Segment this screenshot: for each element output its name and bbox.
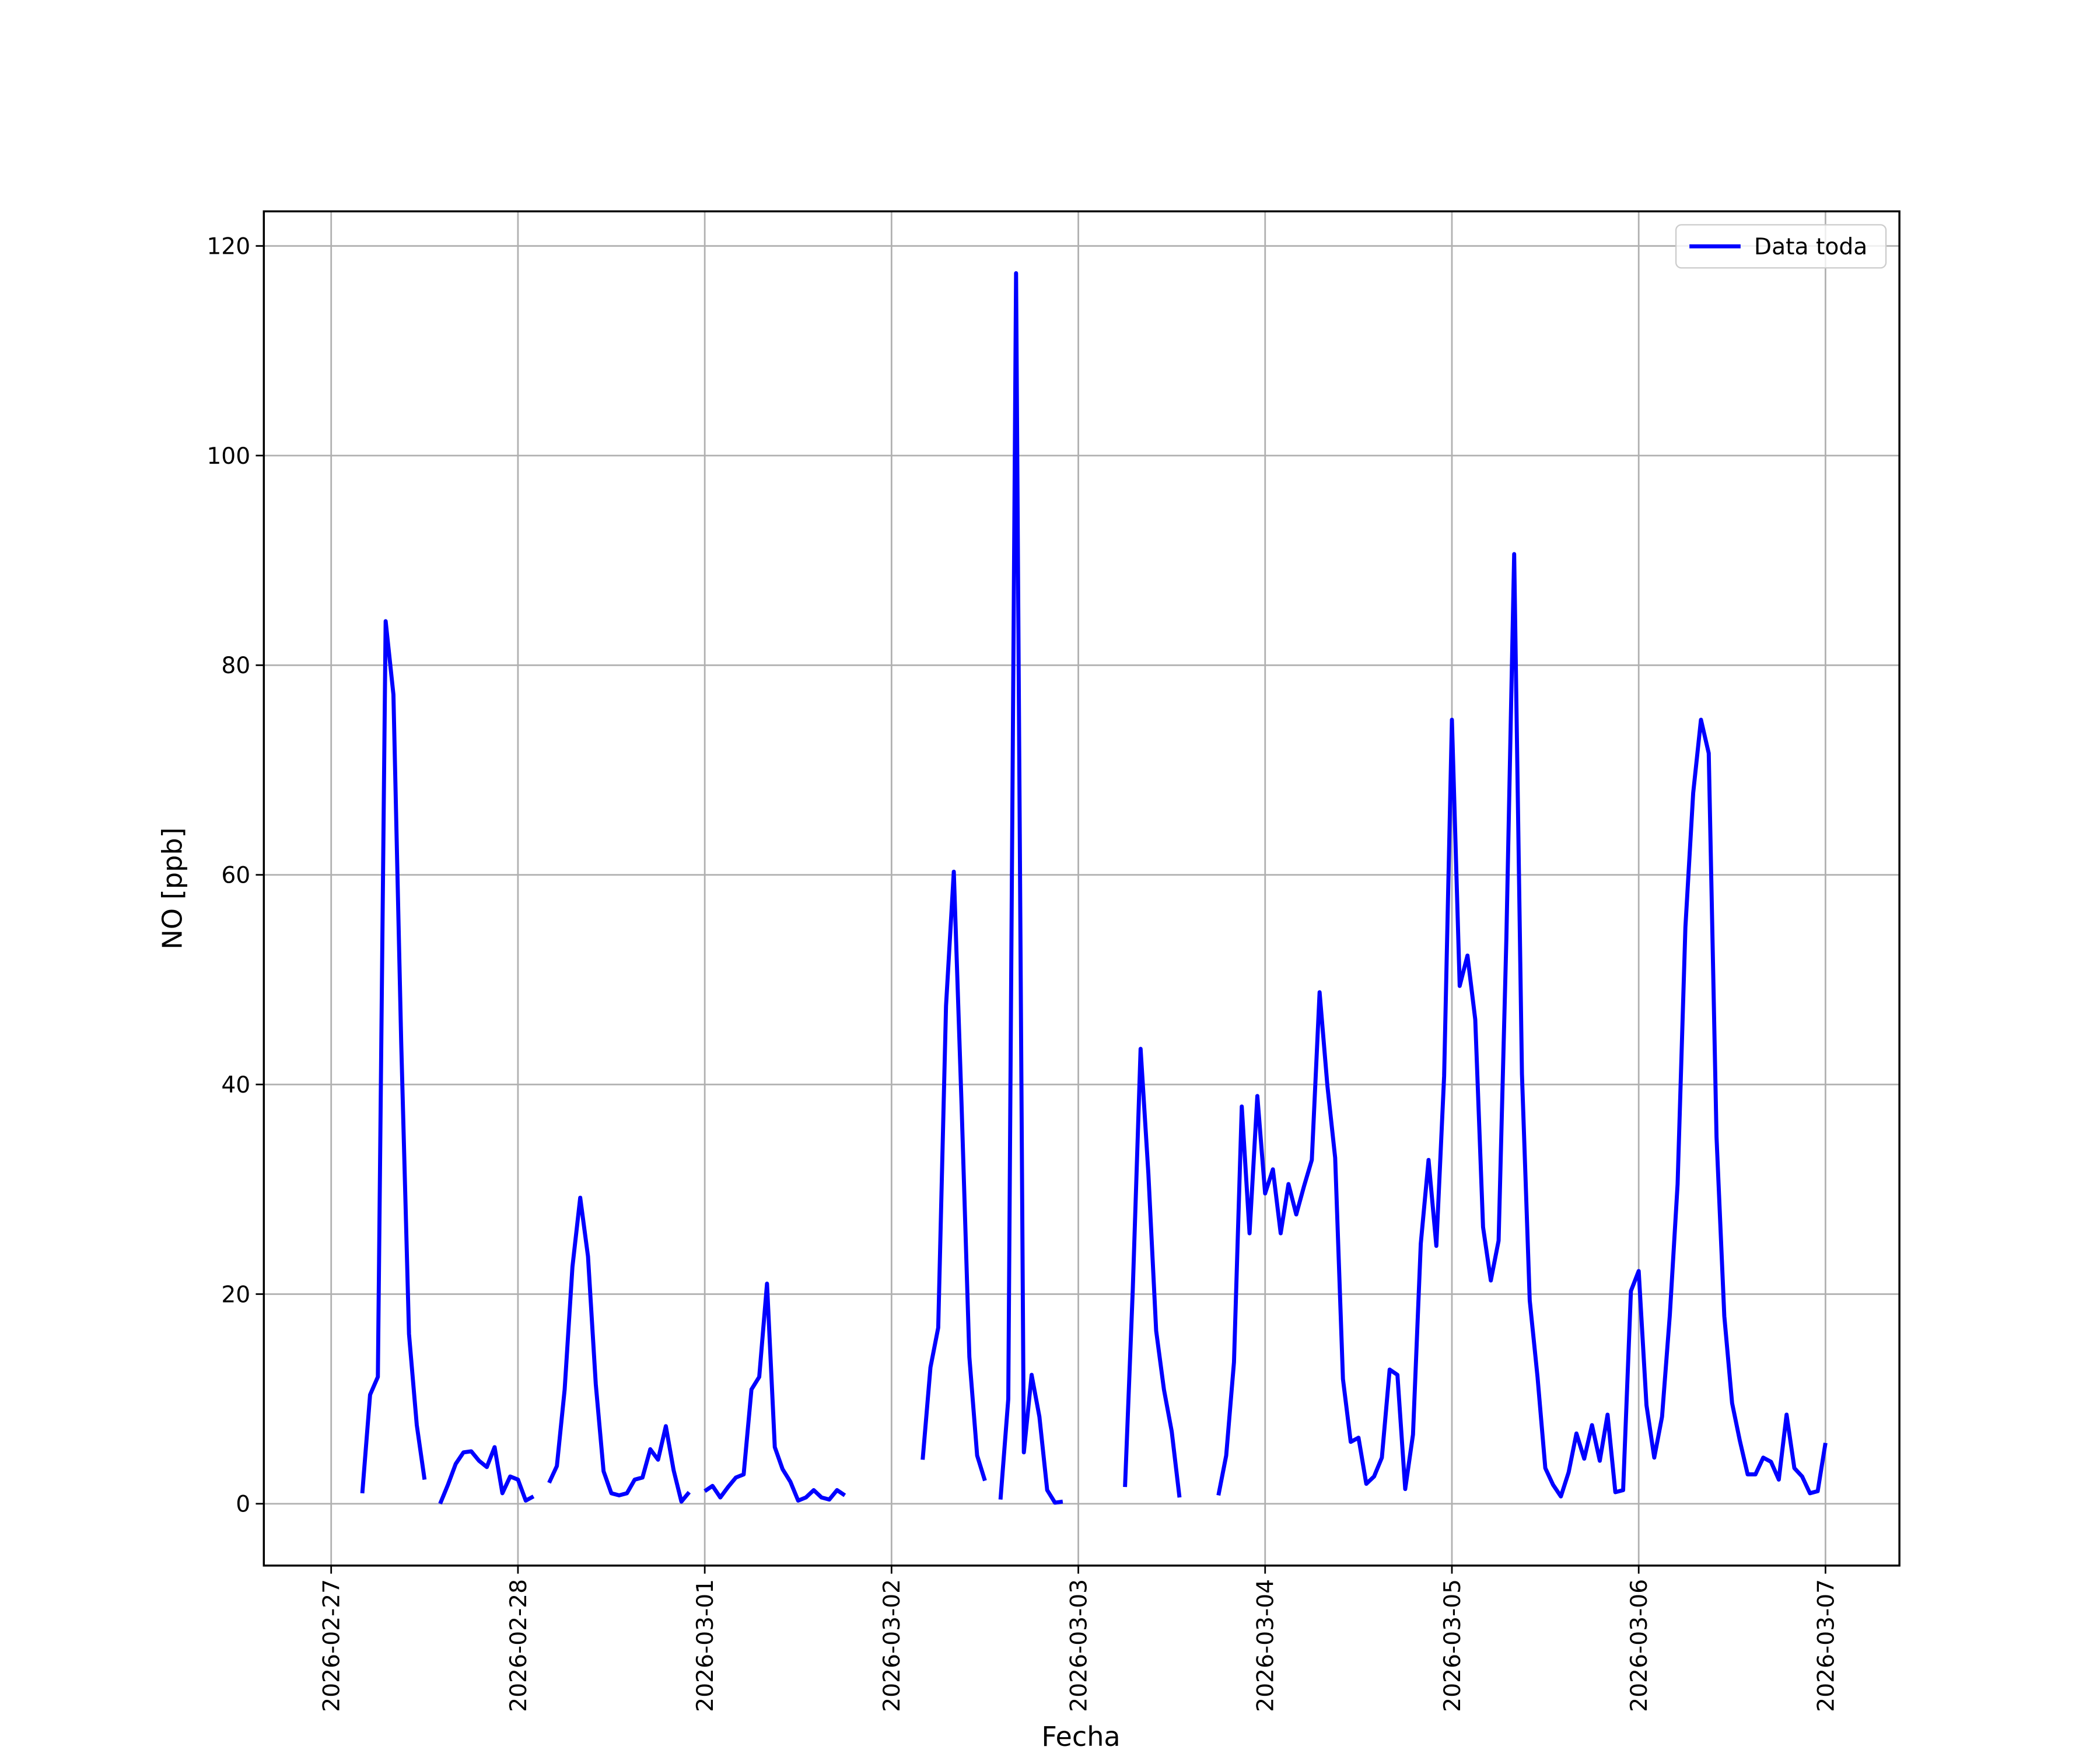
x-tick-label: 2026-02-27 xyxy=(319,1579,345,1712)
legend-label: Data toda xyxy=(1754,234,1867,260)
y-tick-label: 80 xyxy=(221,653,250,679)
y-tick-label: 20 xyxy=(221,1282,250,1308)
y-tick-label: 60 xyxy=(221,863,250,889)
plot-frame xyxy=(262,210,1901,1567)
x-tick-label: 2026-03-02 xyxy=(879,1579,905,1712)
y-tick-label: 120 xyxy=(206,233,250,260)
x-tick-label: 2026-03-05 xyxy=(1440,1579,1466,1712)
x-tick-label: 2026-03-03 xyxy=(1066,1579,1092,1712)
data-line xyxy=(360,271,1828,1505)
x-tick-label: 2026-02-28 xyxy=(506,1579,532,1712)
y-axis-label: NO [ppb] xyxy=(157,827,188,949)
x-tick-label: 2026-03-04 xyxy=(1253,1579,1279,1712)
y-tick-label: 0 xyxy=(236,1492,250,1518)
legend-box xyxy=(1675,224,1887,269)
x-axis-label: Fecha xyxy=(1041,1721,1120,1750)
x-tick-label: 2026-03-07 xyxy=(1813,1579,1839,1712)
x-tick-label: 2026-03-01 xyxy=(692,1579,719,1712)
x-tick-label: 2026-03-06 xyxy=(1626,1579,1653,1712)
y-tick-label: 100 xyxy=(206,443,250,470)
y-tick-label: 40 xyxy=(221,1072,250,1098)
